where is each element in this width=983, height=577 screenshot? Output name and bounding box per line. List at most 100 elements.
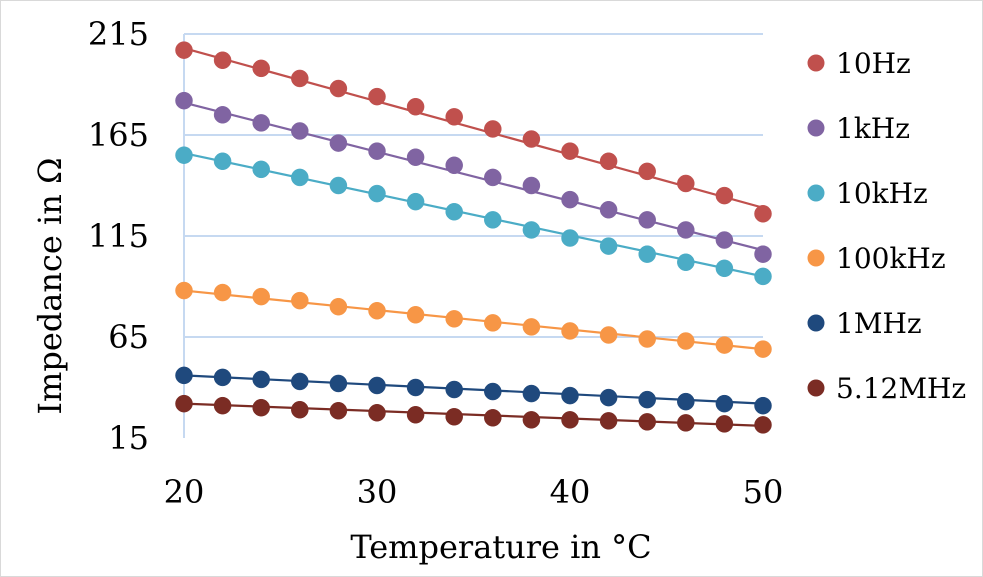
data-point (175, 41, 193, 59)
data-point (754, 340, 772, 358)
data-point (561, 142, 579, 160)
legend-marker (807, 54, 825, 72)
data-point (213, 152, 232, 171)
legend-marker (807, 119, 825, 137)
data-point (368, 184, 386, 203)
series-100kHz (175, 281, 772, 358)
legend-label: 5.12MHz (836, 372, 966, 405)
data-point (561, 322, 579, 340)
data-point (677, 332, 695, 350)
data-point (715, 231, 734, 249)
data-point (715, 394, 734, 413)
data-point (329, 79, 348, 98)
data-point (638, 211, 656, 229)
legend-label: 10Hz (836, 47, 911, 80)
data-point (291, 69, 309, 88)
legend-entry-5.12MHz: 5.12MHz (807, 372, 966, 405)
legend-entry-10Hz: 10Hz (807, 47, 911, 80)
series-layer (175, 41, 772, 434)
data-point (638, 162, 656, 181)
data-point (368, 301, 386, 320)
data-point (522, 130, 541, 148)
data-point (252, 160, 270, 179)
y-tick-label: 65 (108, 318, 149, 356)
trendline (183, 101, 764, 252)
x-axis-title: Temperature in °C (350, 528, 651, 566)
x-tick-label: 50 (743, 473, 784, 511)
data-point (599, 412, 618, 430)
data-point (715, 336, 734, 354)
trendline (183, 289, 764, 351)
data-point (175, 366, 193, 385)
data-point (445, 380, 463, 399)
data-point (406, 192, 425, 211)
data-point (754, 396, 772, 415)
data-point (329, 401, 348, 420)
data-point (484, 314, 502, 332)
data-point (561, 386, 579, 405)
data-point (638, 245, 656, 263)
y-tick-label: 115 (88, 217, 149, 255)
data-point (484, 211, 502, 229)
axis-layer: 15 65 115 165 215 20 30 40 50 (88, 15, 783, 511)
data-point (599, 237, 618, 255)
legend-marker (807, 314, 825, 332)
data-point (213, 283, 232, 302)
data-point (175, 146, 193, 164)
data-point (213, 368, 232, 387)
legend-label: 1kHz (836, 112, 910, 145)
trendline (183, 47, 764, 209)
y-axis-title: Impedance in Ω (31, 157, 69, 414)
legend-entry-10kHz: 10kHz (807, 177, 928, 210)
data-point (638, 390, 656, 409)
data-point (677, 253, 695, 272)
trendline (183, 374, 764, 405)
data-point (213, 396, 232, 415)
data-point (291, 168, 309, 187)
data-point (445, 310, 463, 328)
data-point (677, 392, 695, 411)
legend-marker (807, 249, 825, 267)
data-point (368, 142, 386, 160)
data-point (715, 415, 734, 433)
data-point (175, 394, 193, 413)
data-point (754, 416, 772, 434)
data-point (599, 152, 618, 171)
data-point (252, 114, 270, 132)
y-tick-label: 215 (88, 15, 149, 53)
data-point (368, 404, 386, 422)
y-tick-label: 165 (88, 116, 149, 154)
data-point (213, 106, 232, 124)
series-1MHz (175, 366, 772, 415)
data-point (445, 203, 463, 221)
data-point (484, 120, 502, 138)
legend-entry-1MHz: 1MHz (807, 307, 922, 340)
data-point (599, 326, 618, 344)
data-point (329, 297, 348, 316)
legend-label: 100kHz (836, 242, 946, 275)
data-point (715, 259, 734, 278)
data-point (406, 306, 425, 324)
legend-marker (807, 379, 825, 397)
data-point (561, 190, 579, 209)
y-tick-label: 15 (108, 419, 149, 457)
grid-layer (184, 33, 763, 338)
data-point (522, 318, 541, 336)
data-point (677, 221, 695, 239)
data-point (175, 281, 193, 300)
data-point (754, 205, 772, 223)
data-point (329, 176, 348, 195)
legend-entry-100kHz: 100kHz (807, 242, 946, 275)
legend: 10Hz 1kHz 10kHz 100kHz 1MHz 5.12MHz (807, 47, 966, 405)
data-point (252, 370, 270, 389)
data-point (213, 51, 232, 70)
data-point (561, 411, 579, 429)
legend-marker (807, 184, 825, 202)
data-point (445, 108, 463, 126)
legend-label: 1MHz (836, 307, 922, 340)
legend-label: 10kHz (836, 177, 928, 210)
data-point (406, 148, 425, 166)
series-10Hz (175, 41, 772, 223)
data-point (406, 406, 425, 424)
